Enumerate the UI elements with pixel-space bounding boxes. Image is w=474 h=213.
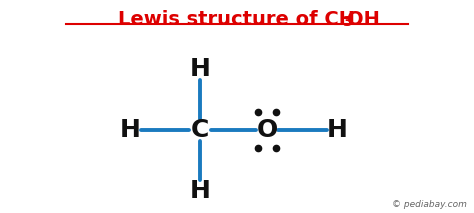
Text: H: H — [327, 118, 348, 142]
Text: O: O — [257, 118, 278, 142]
Text: Lewis structure of CH: Lewis structure of CH — [118, 10, 356, 29]
Text: H: H — [190, 179, 211, 203]
Text: © pediabay.com: © pediabay.com — [392, 200, 467, 209]
Text: H: H — [119, 118, 140, 142]
Text: OH: OH — [347, 10, 380, 29]
Text: H: H — [190, 57, 211, 81]
Text: 3: 3 — [342, 15, 352, 29]
Text: C: C — [191, 118, 210, 142]
